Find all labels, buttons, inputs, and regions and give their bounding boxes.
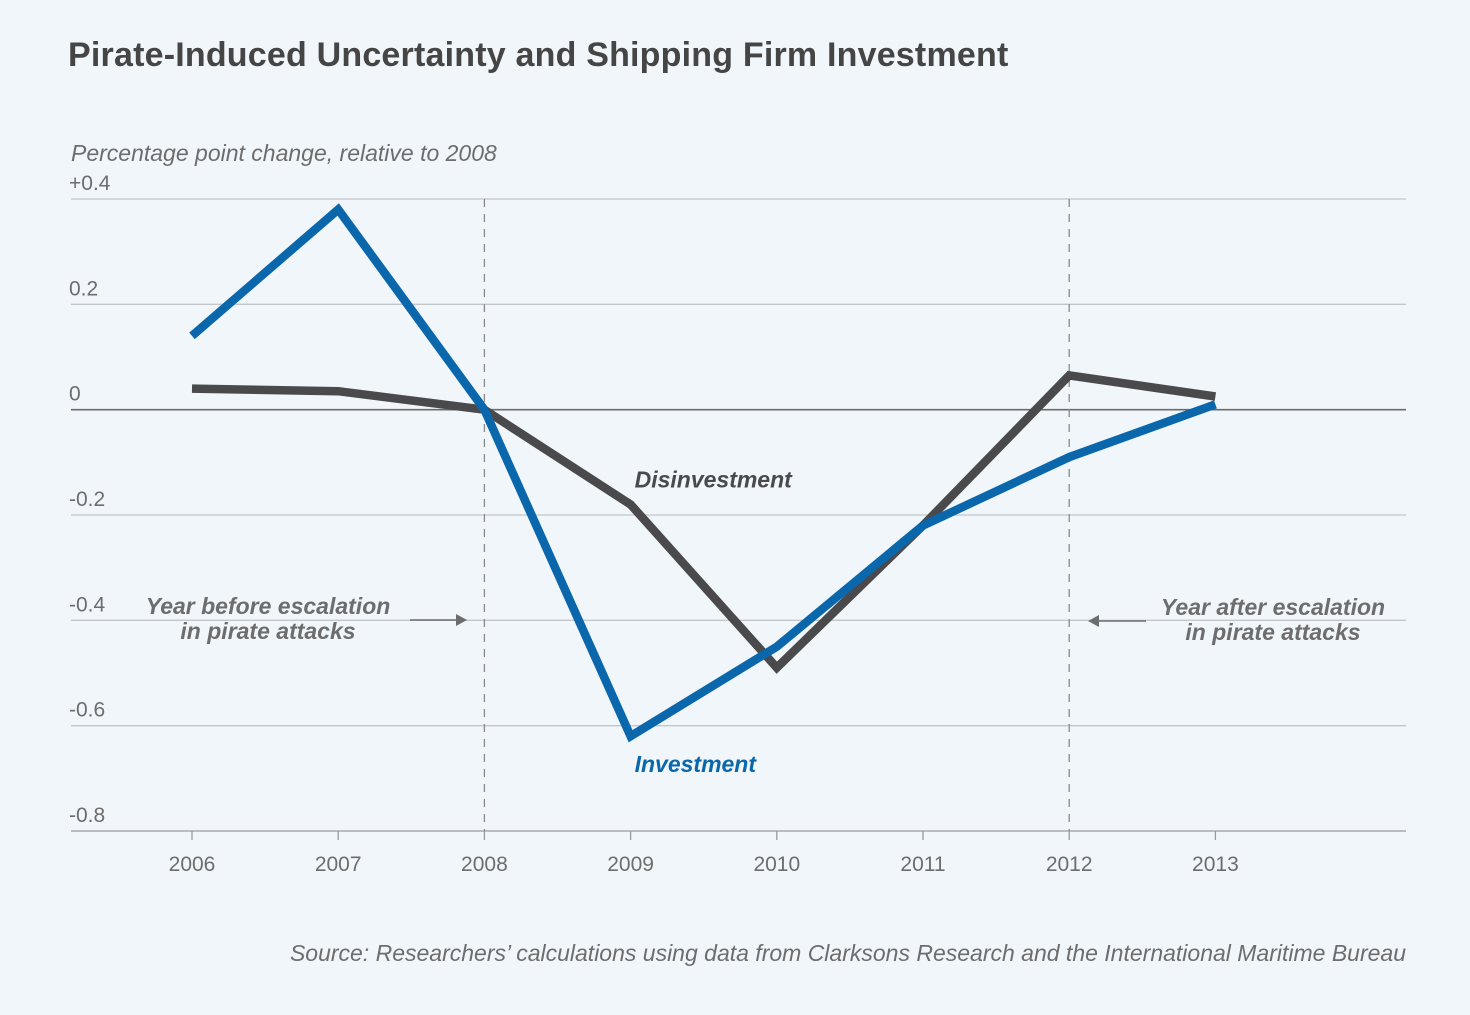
series-line-investment <box>189 203 1217 743</box>
y-tick-label: -0.4 <box>69 593 106 616</box>
x-tick-label: 2011 <box>900 853 945 876</box>
axis-ticks: +0.4 0.2 0 -0.2 -0.4 -0.6 -0.8 2006 2007 2008 2009… <box>69 172 1239 876</box>
annotation-arrowhead-left <box>1088 615 1099 627</box>
x-tick-label: 2009 <box>607 853 654 876</box>
y-tick-label: -0.2 <box>69 488 105 511</box>
chart-title: Pirate-Induced Uncertainty and Shipping … <box>68 36 1009 74</box>
annotations: Investment Disinvestment Year before escal… <box>146 466 1385 777</box>
x-tick-label: 2013 <box>1192 853 1239 876</box>
source-note: Source: Researchers’ calculations using … <box>289 940 1406 966</box>
x-tick-label: 2006 <box>169 853 216 876</box>
series-label-disinvestment: Disinvestment <box>635 466 794 492</box>
annotation-year-after-line: in pirate attacks <box>1185 619 1360 645</box>
x-tick-label: 2008 <box>461 853 508 876</box>
series-label-investment: Investment <box>635 751 758 777</box>
y-tick-label: 0 <box>69 383 81 406</box>
annotation-arrowhead-right <box>456 614 467 626</box>
annotation-year-after-line: Year after escalation <box>1161 594 1385 620</box>
x-tick-label: 2010 <box>753 853 800 876</box>
x-tick-label: 2012 <box>1046 853 1093 876</box>
y-tick-label: -0.6 <box>69 699 105 722</box>
x-tick-label: 2007 <box>315 853 362 876</box>
y-tick-label: -0.8 <box>69 804 105 827</box>
series-line-disinvestment <box>191 370 1217 674</box>
y-axis-label: Percentage point change, relative to 200… <box>71 140 497 166</box>
y-tick-label: 0.2 <box>69 277 98 300</box>
gridlines <box>71 198 1406 832</box>
reference-vertical-lines <box>483 199 1070 831</box>
y-tick-label: +0.4 <box>69 172 111 195</box>
series-lines <box>189 203 1217 743</box>
annotation-year-before-line: Year before escalation <box>146 593 391 619</box>
annotation-year-before-line: in pirate attacks <box>180 618 355 644</box>
